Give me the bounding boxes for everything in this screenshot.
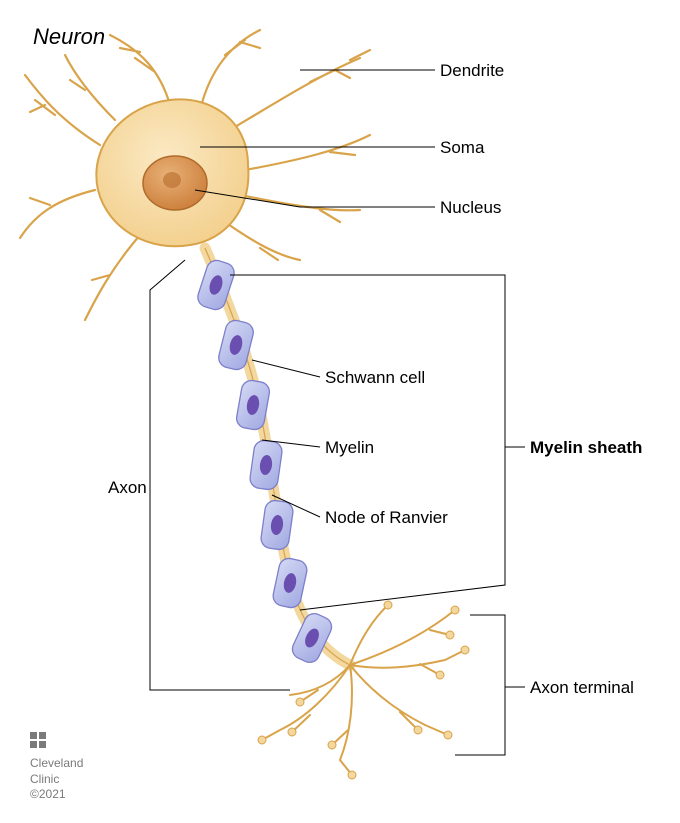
label-soma: Soma: [440, 138, 484, 158]
label-axon: Axon: [108, 478, 147, 498]
footer-copyright: ©2021: [30, 787, 83, 803]
schwann-cells: [195, 258, 335, 666]
label-schwann: Schwann cell: [325, 368, 425, 388]
label-dendrite: Dendrite: [440, 61, 504, 81]
diagram-title: Neuron: [33, 24, 105, 50]
label-sheath: Myelin sheath: [530, 438, 642, 458]
footer-attribution: Cleveland Clinic ©2021: [30, 732, 83, 803]
label-terminal: Axon terminal: [530, 678, 634, 698]
label-node: Node of Ranvier: [325, 508, 448, 528]
label-nucleus: Nucleus: [440, 198, 501, 218]
neuron-diagram: [0, 0, 680, 823]
footer-name: Cleveland Clinic: [30, 756, 83, 787]
label-myelin: Myelin: [325, 438, 374, 458]
cleveland-clinic-logo-icon: [30, 732, 46, 748]
